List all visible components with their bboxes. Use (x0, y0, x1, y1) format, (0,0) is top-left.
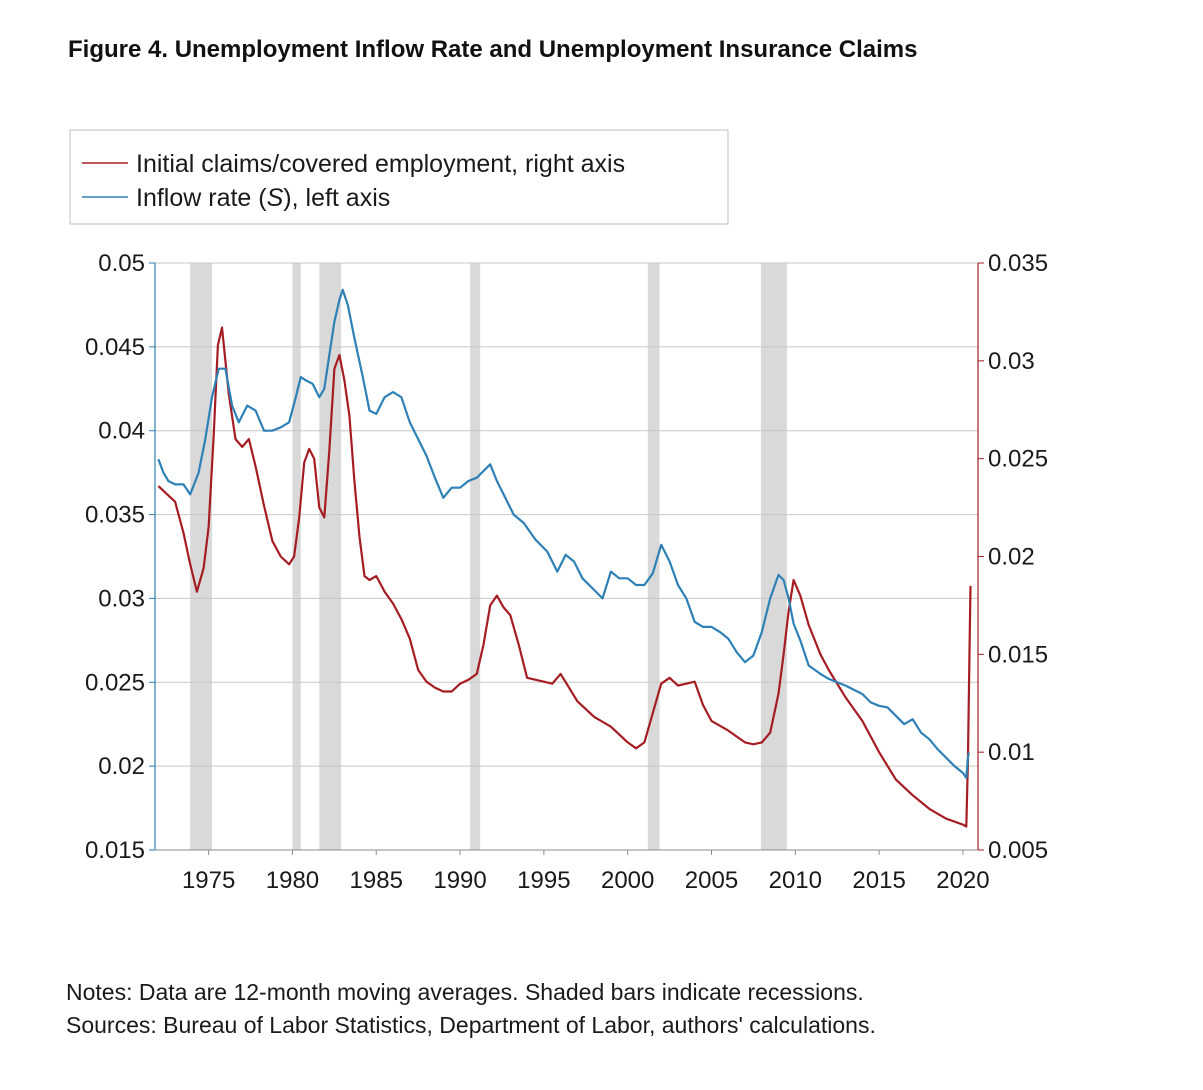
x-tick-label: 2005 (685, 867, 738, 894)
inflow-series-line (157, 288, 970, 780)
right-tick-label: 0.02 (988, 544, 1035, 571)
x-tick-label: 1980 (266, 867, 319, 894)
legend-claims-label: Initial claims/covered employment, right… (136, 150, 625, 178)
recession-bars (190, 263, 787, 850)
tick-labels: 0.015 0.02 0.025 0.03 0.035 0.04 0.045 0.05 0.00… (85, 250, 1048, 894)
notes-line: Notes: Data are 12-month moving averages… (66, 979, 864, 1005)
right-tick-label: 0.015 (988, 641, 1048, 668)
recession-bar (760, 263, 787, 850)
recession-bar (292, 263, 301, 850)
claims-series-line (157, 326, 972, 828)
recession-bar (647, 263, 660, 850)
x-tick-label: 2015 (852, 867, 905, 894)
figure-notes: Notes: Data are 12-month moving averages… (66, 976, 876, 1042)
left-tick-label: 0.05 (98, 250, 145, 277)
series-lines (157, 288, 972, 828)
left-tick-label: 0.03 (98, 585, 145, 612)
right-tick-label: 0.03 (988, 348, 1035, 375)
legend: Initial claims/covered employment, right… (69, 129, 729, 225)
right-tick-label: 0.025 (988, 446, 1048, 473)
figure-title: Figure 4. Unemployment Inflow Rate and U… (68, 36, 918, 63)
recession-bar (190, 263, 212, 850)
x-tick-label: 1985 (350, 867, 403, 894)
left-tick-label: 0.02 (98, 753, 145, 780)
x-tick-label: 1975 (182, 867, 235, 894)
sources-line: Sources: Bureau of Labor Statistics, Dep… (66, 1012, 876, 1038)
x-tick-label: 2000 (601, 867, 654, 894)
left-tick-label: 0.015 (85, 837, 145, 864)
x-tick-label: 1995 (517, 867, 570, 894)
legend-inflow-label: Inflow rate (S), left axis (136, 184, 390, 212)
x-tick-label: 2020 (936, 867, 989, 894)
chart: 0.015 0.02 0.025 0.03 0.035 0.04 0.045 0.05 0.00… (69, 129, 1048, 894)
left-tick-label: 0.035 (85, 502, 145, 529)
left-tick-label: 0.045 (85, 334, 145, 361)
x-tick-label: 1990 (433, 867, 486, 894)
recession-bar (470, 263, 481, 850)
right-tick-label: 0.005 (988, 837, 1048, 864)
right-tick-label: 0.035 (988, 250, 1048, 277)
legend-inflow-prefix: Inflow rate ( (136, 184, 267, 212)
legend-box (69, 129, 729, 225)
x-tick-label: 2010 (769, 867, 822, 894)
left-tick-label: 0.025 (85, 669, 145, 696)
gridlines (155, 262, 978, 767)
legend-inflow-suffix: ), left axis (283, 184, 390, 212)
legend-inflow-variable: S (267, 184, 284, 212)
recession-bar (319, 263, 342, 850)
left-tick-label: 0.04 (98, 418, 145, 445)
right-tick-label: 0.01 (988, 739, 1035, 766)
